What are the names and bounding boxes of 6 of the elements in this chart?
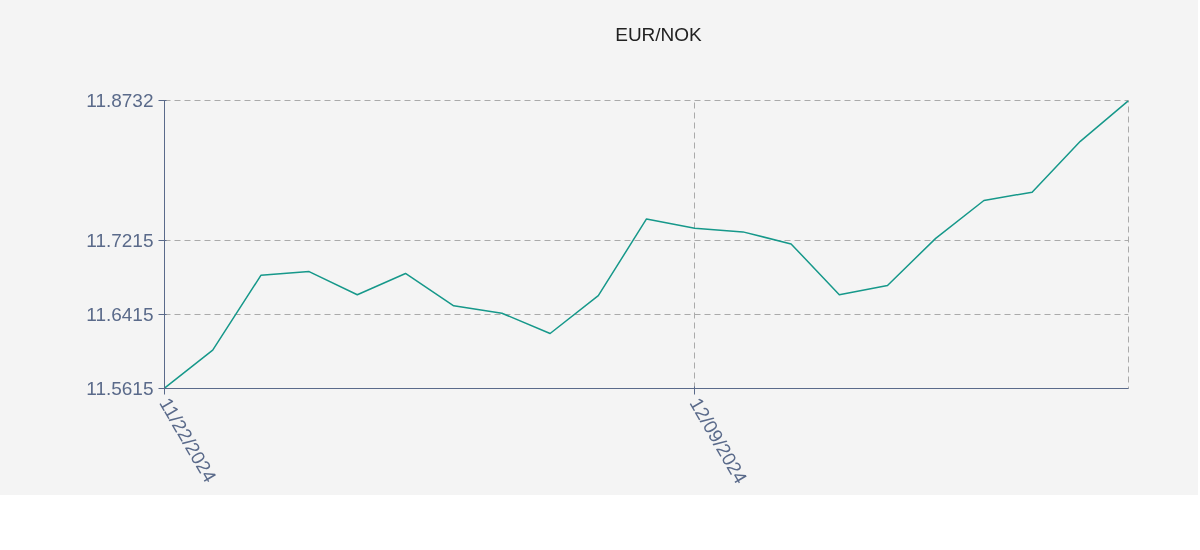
y-tick-label: 11.5615 xyxy=(86,378,154,399)
y-tick-label: 11.8732 xyxy=(86,90,154,111)
y-tick-label: 11.7215 xyxy=(86,230,154,252)
line-series xyxy=(164,100,1129,389)
y-tick-label: 11.6415 xyxy=(86,304,154,326)
text: EUR/NOK xyxy=(615,24,702,46)
